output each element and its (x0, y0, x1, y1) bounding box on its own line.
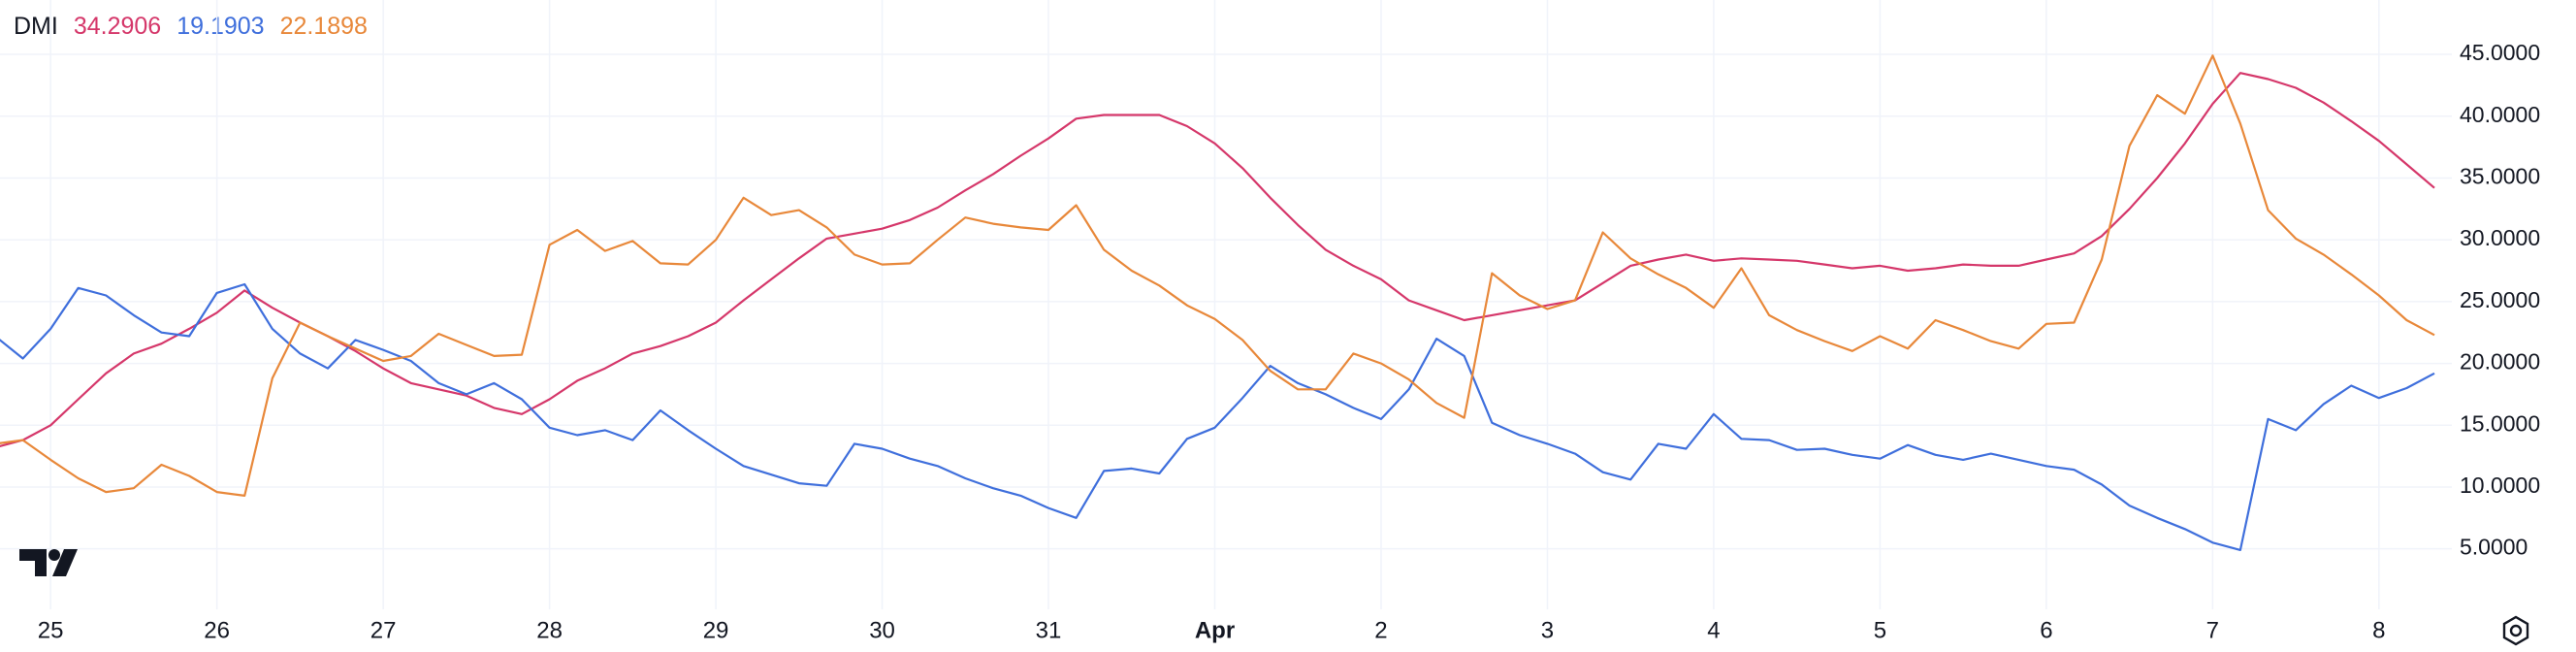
x-tick-label: 29 (703, 617, 729, 643)
legend-value: 22.1898 (279, 13, 368, 40)
y-tick-label: 45.0000 (2460, 40, 2540, 65)
x-tick-label: 3 (1541, 617, 1554, 643)
x-tick-label: 30 (869, 617, 895, 643)
x-tick-label: 5 (1874, 617, 1886, 643)
y-tick-label: 15.0000 (2460, 410, 2540, 436)
y-tick-label: 40.0000 (2460, 102, 2540, 127)
x-tick-label: 27 (370, 617, 397, 643)
y-tick-label: 10.0000 (2460, 473, 2540, 498)
y-tick-label: 30.0000 (2460, 225, 2540, 250)
x-tick-label: Apr (1195, 617, 1235, 643)
x-tick-label: 7 (2206, 617, 2219, 643)
grid (0, 0, 2452, 609)
y-tick-label: 35.0000 (2460, 164, 2540, 189)
legend-value: 19.1903 (177, 13, 265, 40)
y-tick-label: 5.0000 (2460, 535, 2528, 560)
x-tick-label: 25 (38, 617, 64, 643)
x-tick-label: 8 (2372, 617, 2385, 643)
logo-part (52, 549, 78, 576)
x-tick-label: 28 (536, 617, 563, 643)
line (0, 72, 2435, 448)
x-tick-label: 6 (2040, 617, 2052, 643)
logo-part (19, 549, 47, 576)
settings-button[interactable] (2502, 615, 2529, 646)
x-tick-label: 2 (1374, 617, 1387, 643)
logo-part (48, 549, 60, 561)
logo (19, 549, 78, 576)
x-tick-label: 4 (1707, 617, 1720, 643)
plot (0, 54, 2435, 551)
legend: DMI 34.2906 19.1903 22.1898 (14, 10, 368, 43)
y-tick-label: 25.0000 (2460, 287, 2540, 312)
settings-icon (2509, 624, 2523, 637)
settings-icon (2502, 615, 2529, 646)
axes: 5.0000 10.0000 15.0000 20.0000 25.0000 30.000… (38, 40, 2540, 643)
x-tick-label: 26 (204, 617, 230, 643)
line (0, 54, 2435, 497)
x-tick-label: 31 (1036, 617, 1062, 643)
legend-value: 34.2906 (73, 13, 162, 40)
y-tick-label: 20.0000 (2460, 349, 2540, 375)
line (0, 282, 2435, 551)
